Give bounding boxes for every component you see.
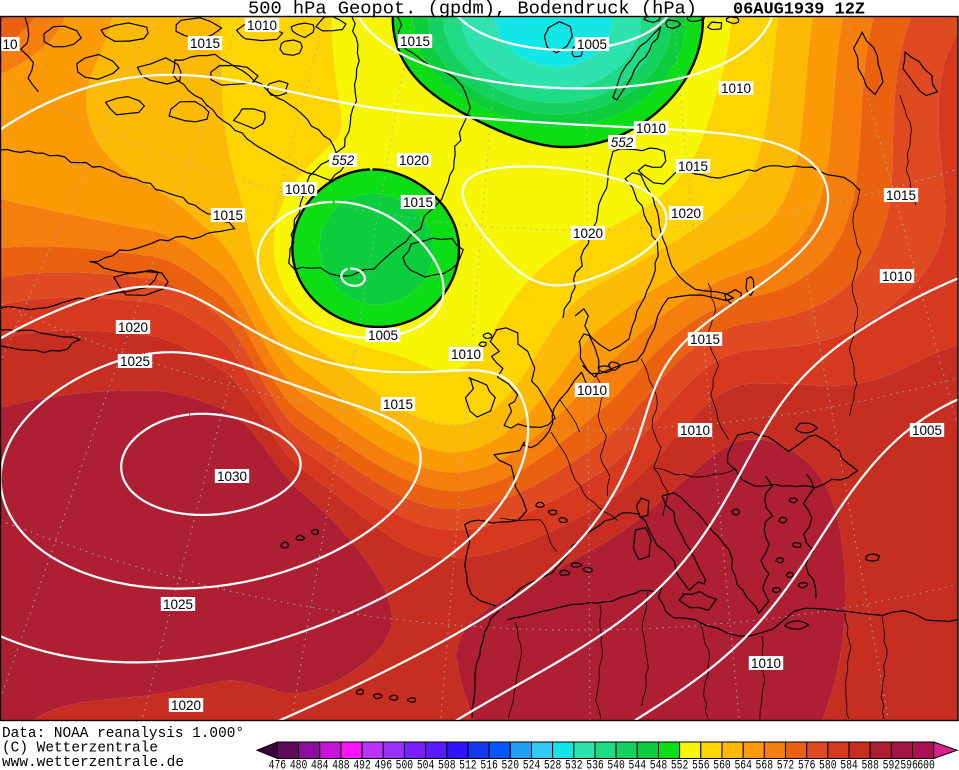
svg-text:528: 528: [544, 758, 562, 770]
svg-text:1020: 1020: [171, 698, 201, 713]
svg-text:480: 480: [290, 758, 308, 770]
svg-text:580: 580: [819, 758, 837, 770]
svg-text:588: 588: [861, 758, 879, 770]
svg-text:500: 500: [396, 758, 414, 770]
svg-text:552: 552: [332, 153, 355, 168]
svg-text:1020: 1020: [118, 320, 148, 335]
svg-text:572: 572: [777, 758, 795, 770]
svg-text:548: 548: [650, 758, 668, 770]
svg-text:564: 564: [734, 758, 752, 770]
svg-text:1030: 1030: [217, 469, 247, 484]
svg-text:484: 484: [311, 758, 329, 770]
svg-text:1015: 1015: [403, 195, 433, 210]
svg-text:1015: 1015: [213, 208, 243, 223]
svg-text:552: 552: [611, 135, 634, 150]
svg-text:536: 536: [586, 758, 604, 770]
svg-text:596: 596: [900, 758, 918, 770]
svg-text:1015: 1015: [886, 188, 916, 203]
svg-text:568: 568: [756, 758, 774, 770]
svg-text:1025: 1025: [120, 354, 150, 369]
svg-text:1010: 1010: [285, 182, 315, 197]
svg-text:504: 504: [417, 758, 435, 770]
svg-text:1025: 1025: [163, 597, 193, 612]
svg-text:06AUG1939 12Z: 06AUG1939 12Z: [733, 1, 865, 20]
svg-text:492: 492: [353, 758, 371, 770]
svg-text:508: 508: [438, 758, 456, 770]
svg-text:512: 512: [459, 758, 477, 770]
svg-text:584: 584: [840, 758, 858, 770]
svg-text:1015: 1015: [690, 332, 720, 347]
svg-text:1010: 1010: [680, 423, 710, 438]
svg-text:Data: NOAA reanalysis 1.000°: Data: NOAA reanalysis 1.000°: [2, 726, 244, 742]
svg-text:1010: 1010: [247, 18, 277, 33]
svg-text:576: 576: [798, 758, 816, 770]
svg-text:1020: 1020: [671, 206, 701, 221]
svg-text:516: 516: [480, 758, 498, 770]
svg-text:1005: 1005: [368, 328, 398, 343]
svg-text:556: 556: [692, 758, 710, 770]
svg-text:552: 552: [671, 758, 689, 770]
svg-text:476: 476: [269, 758, 287, 770]
svg-text:1015: 1015: [190, 36, 220, 51]
svg-text:10: 10: [2, 37, 17, 52]
svg-text:520: 520: [502, 758, 520, 770]
svg-text:544: 544: [629, 758, 647, 770]
svg-text:1020: 1020: [399, 153, 429, 168]
svg-text:1010: 1010: [721, 81, 751, 96]
svg-text:1010: 1010: [636, 121, 666, 136]
svg-text:1005: 1005: [912, 423, 942, 438]
svg-text:1010: 1010: [751, 656, 781, 671]
svg-text:496: 496: [375, 758, 393, 770]
svg-text:1015: 1015: [383, 397, 413, 412]
svg-text:1015: 1015: [678, 159, 708, 174]
svg-text:540: 540: [607, 758, 625, 770]
svg-text:(C) Wetterzentrale: (C) Wetterzentrale: [2, 741, 158, 757]
svg-text:524: 524: [523, 758, 541, 770]
svg-text:592: 592: [883, 758, 901, 770]
svg-text:600: 600: [917, 758, 935, 770]
svg-text:www.wetterzentrale.de: www.wetterzentrale.de: [2, 755, 184, 770]
svg-text:1020: 1020: [573, 226, 603, 241]
svg-text:1010: 1010: [451, 347, 481, 362]
svg-text:500 hPa Geopot. (gpdm), Bodend: 500 hPa Geopot. (gpdm), Bodendruck (hPa): [248, 0, 697, 20]
svg-text:1010: 1010: [577, 383, 607, 398]
svg-text:1015: 1015: [400, 34, 430, 49]
svg-text:532: 532: [565, 758, 583, 770]
svg-text:1005: 1005: [577, 37, 607, 52]
svg-text:1010: 1010: [882, 269, 912, 284]
svg-text:488: 488: [332, 758, 350, 770]
svg-text:560: 560: [713, 758, 731, 770]
